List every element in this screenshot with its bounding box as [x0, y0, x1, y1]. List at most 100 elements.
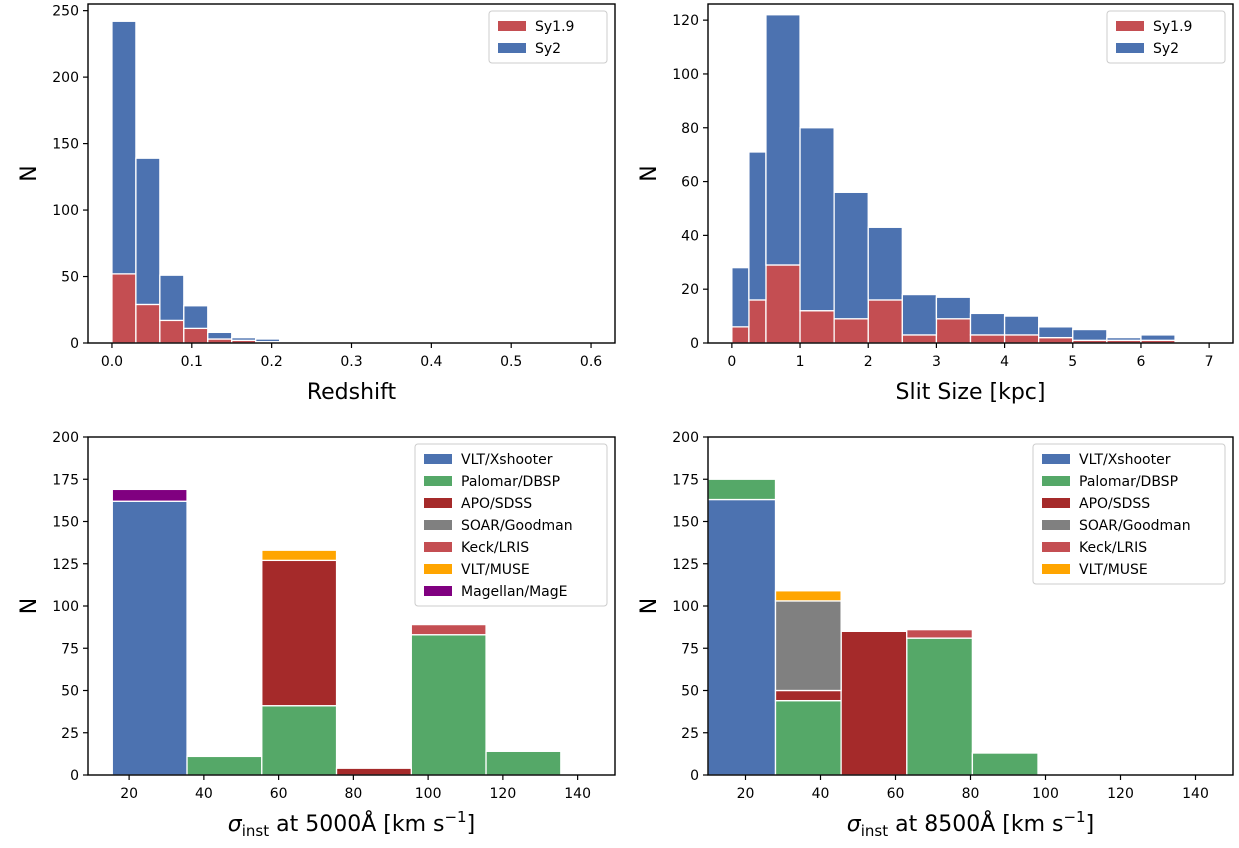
- bar-2-sy2-bin-0: [731, 267, 750, 328]
- legend-label: APO/SDSS: [1079, 496, 1150, 512]
- bar-3-palomar-dbsp-bin-2: [261, 705, 338, 776]
- bar-2-sy2-bin-11: [1072, 328, 1108, 341]
- y-tick-label: 200: [52, 70, 79, 86]
- legend-swatch: [424, 454, 452, 464]
- bar-2-sy2-bin-3: [799, 127, 835, 312]
- legend: Sy1.9 Sy2: [488, 10, 608, 64]
- legend-swatch: [424, 564, 452, 574]
- x-tick-label: 100: [415, 786, 442, 802]
- y-tick-label: 200: [52, 430, 79, 446]
- bar-1-sy2-bin-6: [255, 338, 281, 343]
- bar-4-soar-goodman-bin-1: [774, 600, 842, 692]
- chart-panel-4: 20 40 60 80 100 120 140 0 25 50 75 100 125 150 175 200 N…: [637, 430, 1234, 840]
- y-tick-label: 250: [52, 4, 79, 20]
- legend-swatch: [424, 542, 452, 552]
- legend-swatch: [1116, 21, 1144, 31]
- legend-swatch: [1116, 43, 1144, 53]
- bar-2-sy2-bin-8: [969, 312, 1006, 336]
- bar-2-sy1-9-bin-5: [867, 299, 903, 344]
- bar-2-sy2-bin-10: [1038, 326, 1074, 339]
- x-tick-label: 40: [812, 786, 830, 802]
- y-tick-label: 0: [70, 336, 79, 352]
- bar-4-vlt-xshooter-bin-0: [707, 498, 777, 776]
- bar-2-sy1-9-bin-2: [765, 264, 801, 344]
- legend-label: Sy1.9: [1153, 19, 1192, 35]
- bar-2-sy2-bin-9: [1003, 315, 1040, 336]
- y-tick-label: 50: [681, 684, 699, 700]
- y-tick-label: 0: [690, 768, 699, 784]
- bar-1-sy1-9-bin-1: [135, 303, 161, 344]
- legend-swatch: [424, 476, 452, 486]
- bar-3-vlt-xshooter-bin-0: [111, 500, 188, 776]
- y-tick-label: 100: [672, 67, 699, 83]
- legend-swatch: [1042, 476, 1070, 486]
- legend-label: VLT/MUSE: [461, 562, 530, 578]
- bar-3-palomar-dbsp-bin-4: [410, 634, 487, 776]
- bar-2-sy2-bin-2: [765, 14, 801, 266]
- y-tick-label: 175: [672, 472, 699, 488]
- bar-2-sy2-bin-1: [748, 151, 767, 301]
- y-tick-label: 200: [672, 430, 699, 446]
- x-tick-label: 80: [344, 786, 362, 802]
- x-tick-label: 1: [796, 354, 805, 370]
- y-axis-label: N: [17, 598, 42, 614]
- legend-label: VLT/MUSE: [1079, 562, 1148, 578]
- x-tick-label: 20: [120, 786, 138, 802]
- bar-2-sy2-bin-12: [1106, 336, 1142, 341]
- x-tick-label: 20: [737, 786, 755, 802]
- y-axis-label: N: [17, 165, 42, 181]
- y-tick-label: 100: [672, 599, 699, 615]
- bar-2-sy1-9-bin-1: [748, 299, 767, 344]
- chart-panel-1: 0.0 0.1 0.2 0.3 0.4 0.5 0.6 0 50 100 150 200 250 N Red…: [17, 3, 616, 405]
- legend: VLT/Xshooter Palomar/DBSP APO/SDSS SOAR/Goo…: [414, 443, 608, 607]
- y-tick-label: 150: [672, 515, 699, 531]
- y-tick-label: 40: [681, 228, 699, 244]
- y-tick-label: 125: [672, 557, 699, 573]
- x-tick-label: 0.4: [420, 354, 442, 370]
- y-tick-label: 20: [681, 282, 699, 298]
- x-tick-label: 140: [1182, 786, 1209, 802]
- y-tick-label: 0: [690, 336, 699, 352]
- bar-2-sy1-9-bin-7: [935, 318, 972, 344]
- y-tick-label: 75: [61, 641, 79, 657]
- bar-1-sy2-bin-0: [111, 20, 137, 275]
- legend-box: [414, 443, 608, 607]
- x-tick-label: 0.3: [340, 354, 362, 370]
- bar-4-palomar-dbsp-bin-3: [906, 637, 974, 776]
- x-axis-label: σinst at 8500Å [km s−1]: [847, 808, 1094, 840]
- bar-2-sy1-9-bin-6: [901, 334, 938, 344]
- y-tick-label: 150: [52, 137, 79, 153]
- legend-swatch: [1042, 498, 1070, 508]
- legend-swatch: [1042, 542, 1070, 552]
- legend-swatch: [1042, 454, 1070, 464]
- bar-4-palomar-dbsp-bin-4: [971, 752, 1039, 776]
- x-tick-label: 120: [490, 786, 517, 802]
- y-tick-label: 75: [681, 641, 699, 657]
- legend-swatch: [424, 498, 452, 508]
- bar-1-sy2-bin-3: [183, 305, 209, 330]
- x-tick-label: 0.2: [261, 354, 283, 370]
- bar-1-sy2-bin-2: [159, 274, 185, 322]
- legend: VLT/Xshooter Palomar/DBSP APO/SDSS SOAR/Goo…: [1032, 443, 1226, 585]
- y-tick-label: 50: [61, 270, 79, 286]
- legend-box: [1032, 443, 1226, 585]
- legend-label: Keck/LRIS: [1079, 540, 1147, 556]
- bar-3-magellan-mage-bin-0: [111, 488, 188, 502]
- bar-1-sy2-bin-4: [207, 331, 233, 340]
- legend-label: SOAR/Goodman: [461, 518, 573, 534]
- bar-1-sy2-bin-5: [231, 337, 257, 341]
- chart-panel-3: 20 40 60 80 100 120 140 0 25 50 75 100 125 150 175 200 N…: [17, 430, 616, 840]
- legend-swatch: [424, 520, 452, 530]
- x-tick-label: 100: [1032, 786, 1059, 802]
- y-tick-label: 25: [681, 726, 699, 742]
- bar-2-sy1-9-bin-10: [1038, 336, 1074, 344]
- bar-3-apo-sdss-bin-3: [335, 767, 412, 776]
- legend-label: Palomar/DBSP: [461, 474, 560, 490]
- legend-label: VLT/Xshooter: [1079, 452, 1171, 468]
- bar-1-sy1-9-bin-3: [183, 327, 209, 344]
- x-tick-label: 40: [195, 786, 213, 802]
- axes-frame: [707, 3, 1234, 344]
- x-tick-label: 60: [887, 786, 905, 802]
- legend-label: VLT/Xshooter: [461, 452, 553, 468]
